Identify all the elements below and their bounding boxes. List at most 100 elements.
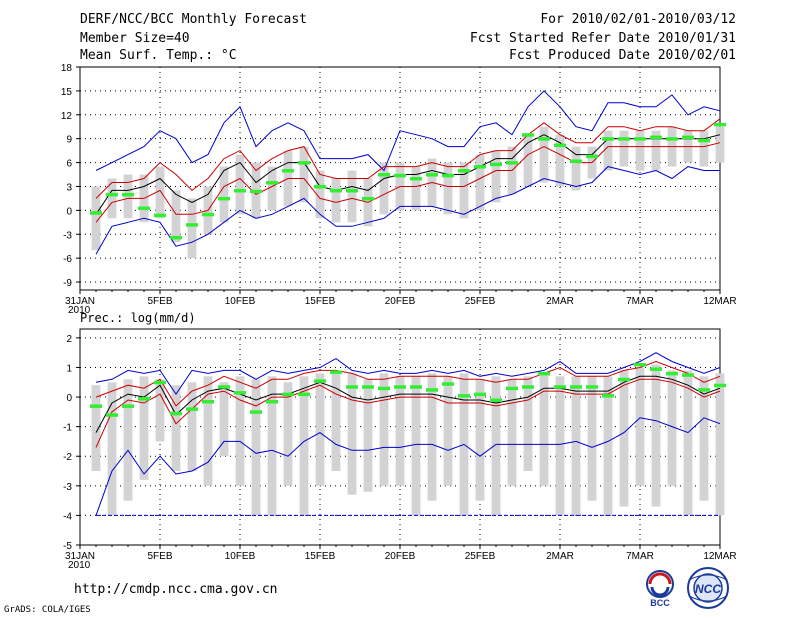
temp-ytick-label: 18	[61, 63, 73, 74]
prec-xtick-label: 20FEB	[385, 551, 416, 562]
temp-year-label: 2010	[68, 305, 91, 316]
source-url: http://cmdp.ncc.cma.gov.cn	[74, 582, 278, 597]
prec-lower-line	[95, 378, 721, 448]
prec-ensemble-box	[411, 376, 421, 516]
prec-median-mark	[362, 385, 374, 389]
prec-median-mark	[506, 386, 518, 391]
temp-median-mark	[250, 189, 262, 194]
temp-median-mark	[682, 135, 694, 140]
prec-ytick-label: -2	[63, 452, 72, 463]
temp-ensemble-box	[267, 166, 277, 211]
temp-median-mark	[538, 137, 550, 141]
prec-median-mark	[186, 407, 198, 411]
temp-ensemble-box	[315, 170, 325, 219]
prec-xtick-label: 12MAR	[703, 551, 736, 562]
prec-ensemble-box	[427, 373, 437, 501]
prec-median-mark	[682, 373, 694, 377]
temp-ensemble-box	[443, 162, 453, 215]
temp-ytick-label: 15	[61, 87, 73, 98]
forecast-period-label: For 2010/02/01-2010/03/12	[540, 12, 736, 27]
grads-credit: GrADS: COLA/IGES	[4, 605, 91, 615]
temp-median-mark	[618, 137, 630, 141]
temp-median-mark	[586, 154, 598, 159]
prec-median-mark	[522, 385, 534, 389]
temp-ensemble-box	[299, 146, 309, 203]
prec-ensemble-box	[107, 382, 117, 516]
prec-median-mark	[634, 363, 646, 367]
temp-ensemble-box	[379, 162, 389, 215]
temp-ensemble-box	[619, 130, 629, 167]
temp-median-mark	[90, 211, 102, 215]
variable-label: Mean Surf. Temp.: °C	[80, 48, 237, 63]
temp-xtick-label: 15FEB	[305, 296, 336, 307]
prec-ensemble-box	[699, 376, 709, 501]
prec-ensemble-box	[235, 376, 245, 486]
prec-median-mark	[346, 385, 358, 389]
prec-median-mark	[554, 385, 566, 389]
temp-median-mark	[138, 206, 150, 210]
temp-ensemble-box	[475, 154, 485, 211]
prec-ensemble-box	[587, 376, 597, 501]
prec-median-mark	[90, 404, 102, 408]
prec-panel-title: Prec.: log(mm/d)	[80, 311, 196, 325]
prec-median-mark	[250, 410, 262, 414]
bcc-logo: BCC	[646, 570, 674, 608]
temp-ensemble-box	[539, 126, 549, 183]
prec-ytick-label: 0	[66, 393, 72, 404]
prec-ensemble-box	[651, 364, 661, 507]
prec-ensemble-box	[187, 382, 197, 472]
prec-year-label: 2010	[68, 560, 91, 571]
prec-ensemble-box	[331, 373, 341, 472]
temp-min-line	[95, 166, 720, 255]
temp-ensemble-box	[91, 186, 101, 251]
prec-median-mark	[154, 380, 166, 385]
prec-ensemble-box	[603, 376, 613, 516]
prec-ensemble-box	[203, 376, 213, 486]
temp-ensemble-box	[107, 178, 117, 219]
prec-median-mark	[442, 382, 454, 386]
temp-median-mark	[442, 173, 454, 178]
temp-median-mark	[570, 159, 582, 163]
temp-median-mark	[458, 169, 470, 173]
temp-median-mark	[314, 184, 326, 189]
temp-median-mark	[602, 137, 614, 141]
prec-ensemble-box	[491, 376, 501, 516]
prec-ytick-label: 1	[66, 363, 72, 374]
temp-ensemble-box	[331, 178, 341, 223]
prec-ensemble-box	[139, 376, 149, 480]
temp-ensemble-box	[651, 130, 661, 171]
temp-xtick-label: 12MAR	[703, 296, 736, 307]
temp-median-mark	[202, 212, 214, 217]
prec-min-line	[95, 417, 721, 516]
prec-mean-line	[95, 375, 721, 433]
temp-median-mark	[362, 196, 374, 201]
prec-ensemble-box	[523, 376, 533, 472]
temp-ytick-label: 3	[66, 182, 72, 193]
prec-median-mark	[698, 388, 710, 392]
temp-xtick-label: 10FEB	[225, 296, 256, 307]
temp-median-mark	[218, 196, 230, 201]
prec-xtick-label: 5FEB	[147, 551, 172, 562]
prec-median-mark	[106, 413, 118, 417]
prec-ensemble-box	[171, 385, 181, 472]
prec-ensemble-box	[363, 379, 373, 492]
prec-median-mark	[618, 377, 630, 382]
temp-ensemble-box	[235, 154, 245, 215]
prec-median-mark	[394, 385, 406, 389]
prec-ensemble-box	[299, 376, 309, 516]
temp-ensemble-box	[459, 162, 469, 219]
temp-median-mark	[634, 137, 646, 141]
prec-xtick-label: 31JAN	[65, 551, 95, 562]
prec-xtick-label: 2MAR	[546, 551, 574, 562]
prec-ytick-label: 2	[66, 334, 72, 345]
prec-median-mark	[378, 386, 390, 391]
prec-median-mark	[490, 398, 502, 403]
temp-median-mark	[714, 122, 726, 127]
prec-median-mark	[330, 370, 342, 374]
temp-ensemble-box	[715, 126, 725, 163]
prec-ytick-label: -3	[63, 482, 72, 493]
temp-ytick-label: 0	[66, 206, 72, 217]
prec-median-mark	[586, 385, 598, 389]
prec-median-mark	[314, 379, 326, 383]
prec-median-mark	[650, 367, 662, 371]
